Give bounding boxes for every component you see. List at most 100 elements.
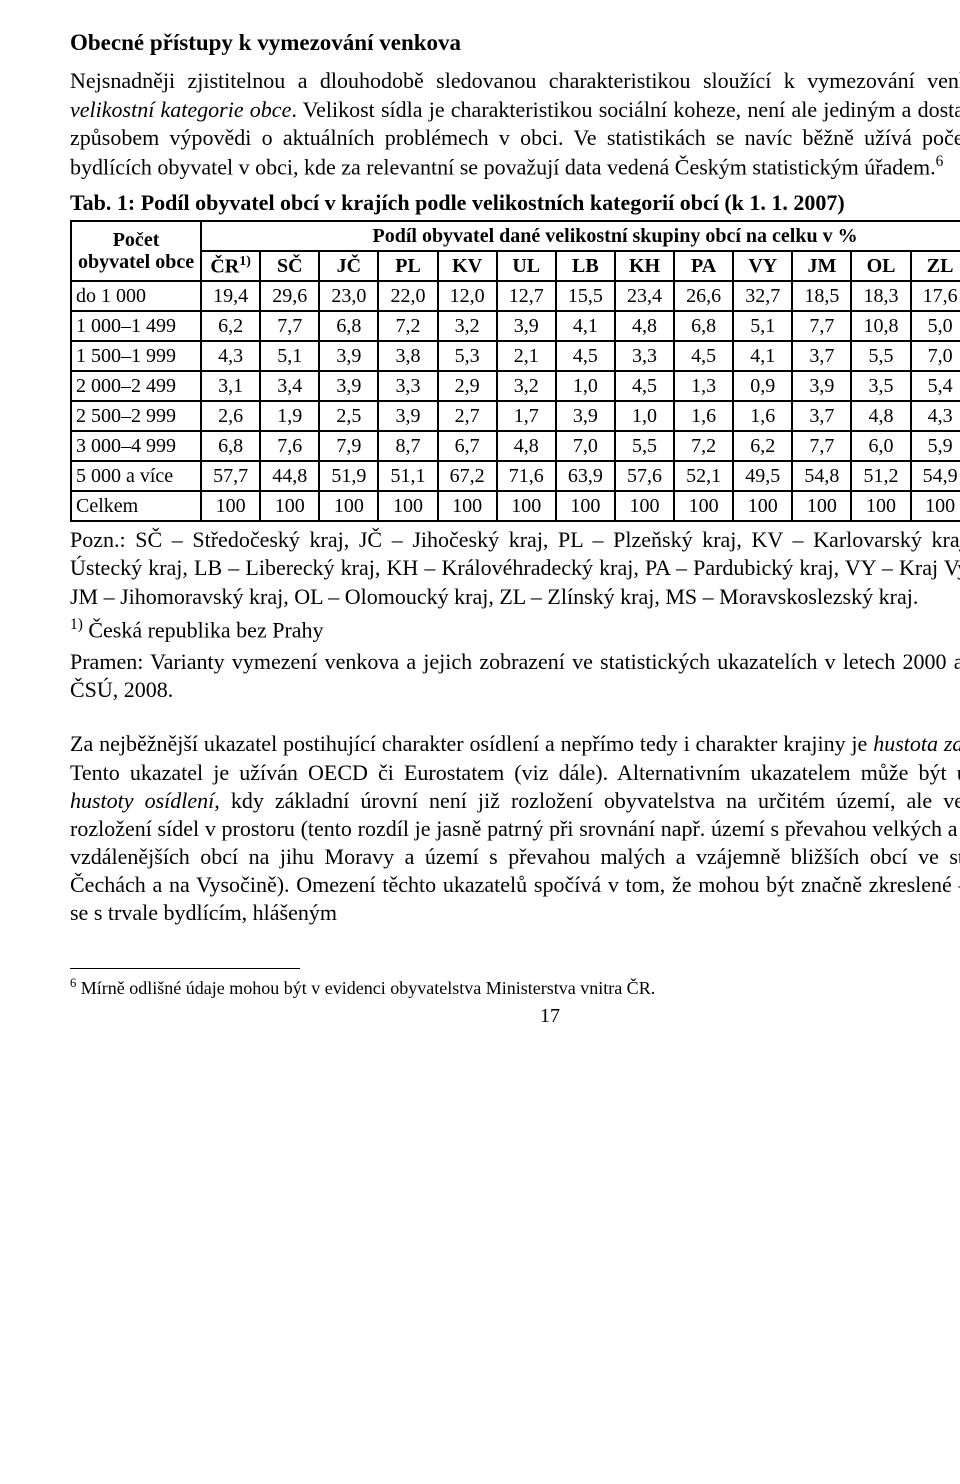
cell: 100 <box>556 491 615 521</box>
cell: 6,0 <box>851 431 910 461</box>
cell: 63,9 <box>556 461 615 491</box>
row-label: do 1 000 <box>71 281 201 311</box>
fn-txt: Mírně odlišné údaje mohou být v evidenci… <box>76 978 655 998</box>
cell: 5,1 <box>260 341 319 371</box>
cell: 4,1 <box>556 311 615 341</box>
table-row: 2 000–2 4993,13,43,93,32,93,21,04,51,30,… <box>71 371 960 401</box>
cell: 3,9 <box>378 401 437 431</box>
cell: 2,9 <box>438 371 497 401</box>
table-row: Celkem1001001001001001001001001001001001… <box>71 491 960 521</box>
table-note-source: Pramen: Varianty vymezení venkova a jeji… <box>70 648 960 704</box>
table-row: 1 000–1 4996,27,76,87,23,23,94,14,86,85,… <box>71 311 960 341</box>
cell: 100 <box>911 491 960 521</box>
cell: 17,6 <box>911 281 960 311</box>
col-jm: JM <box>792 251 851 282</box>
cell: 5,4 <box>911 371 960 401</box>
cell: 100 <box>792 491 851 521</box>
cell: 3,9 <box>319 371 378 401</box>
cell: 4,5 <box>556 341 615 371</box>
table-hdr-row-1: Počet obyvatel obce Podíl obyvatel dané … <box>71 221 960 251</box>
cell: 32,7 <box>733 281 792 311</box>
cell: 6,8 <box>201 431 260 461</box>
table-row: 5 000 a více57,744,851,951,167,271,663,9… <box>71 461 960 491</box>
cell: 15,5 <box>556 281 615 311</box>
cell: 1,0 <box>615 401 674 431</box>
cell: 5,1 <box>733 311 792 341</box>
paragraph-1: Nejsnadněji zjistitelnou a dlouhodobě sl… <box>70 67 960 181</box>
note-b-txt: Česká republika bez Prahy <box>83 617 324 642</box>
col-kv: KV <box>438 251 497 282</box>
table-row: 1 500–1 9994,35,13,93,85,32,14,53,34,54,… <box>71 341 960 371</box>
row-label: 1 000–1 499 <box>71 311 201 341</box>
cell: 2,1 <box>497 341 556 371</box>
cell: 12,0 <box>438 281 497 311</box>
cell: 1,7 <box>497 401 556 431</box>
cell: 4,3 <box>911 401 960 431</box>
cell: 100 <box>674 491 733 521</box>
cell: 3,7 <box>792 341 851 371</box>
col-lb: LB <box>556 251 615 282</box>
row-label: Celkem <box>71 491 201 521</box>
cell: 100 <box>497 491 556 521</box>
cell: 6,7 <box>438 431 497 461</box>
cell: 1,3 <box>674 371 733 401</box>
cell: 18,5 <box>792 281 851 311</box>
cell: 7,2 <box>378 311 437 341</box>
cell: 100 <box>438 491 497 521</box>
hdr-span: Podíl obyvatel dané velikostní skupiny o… <box>201 221 960 251</box>
p2-a: Za nejběžnější ukazatel postihující char… <box>70 731 873 756</box>
cell: 1,6 <box>674 401 733 431</box>
cell: 19,4 <box>201 281 260 311</box>
cell: 1,6 <box>733 401 792 431</box>
col-cr-txt: ČR <box>210 255 239 277</box>
cell: 4,8 <box>615 311 674 341</box>
cell: 4,3 <box>201 341 260 371</box>
table-row: do 1 00019,429,623,022,012,012,715,523,4… <box>71 281 960 311</box>
footnote-6: 6 Mírně odlišné údaje mohou být v eviden… <box>70 975 960 1000</box>
cell: 2,6 <box>201 401 260 431</box>
table-row: 3 000–4 9996,87,67,98,76,74,87,05,57,26,… <box>71 431 960 461</box>
col-pl: PL <box>378 251 437 282</box>
p2-b-em: hustota zalidnění <box>873 731 960 756</box>
cell: 3,9 <box>792 371 851 401</box>
p1-sup: 6 <box>936 153 944 170</box>
col-ul: UL <box>497 251 556 282</box>
cell: 3,1 <box>201 371 260 401</box>
row-label: 3 000–4 999 <box>71 431 201 461</box>
cell: 3,2 <box>438 311 497 341</box>
hdr-rowlabel: Počet obyvatel obce <box>71 221 201 282</box>
cell: 1,9 <box>260 401 319 431</box>
cell: 23,0 <box>319 281 378 311</box>
table-note-cr: 1) Česká republika bez Prahy <box>70 615 960 644</box>
cell: 51,9 <box>319 461 378 491</box>
table-note-regions: Pozn.: SČ – Středočeský kraj, JČ – Jihoč… <box>70 526 960 610</box>
page-number: 17 <box>70 1004 960 1030</box>
table-hdr-row-2: ČR1) SČ JČ PL KV UL LB KH PA VY JM OL ZL… <box>71 251 960 282</box>
col-cr-sup: 1) <box>239 254 251 269</box>
cell: 100 <box>201 491 260 521</box>
cell: 18,3 <box>851 281 910 311</box>
cell: 26,6 <box>674 281 733 311</box>
col-sc: SČ <box>260 251 319 282</box>
cell: 3,8 <box>378 341 437 371</box>
cell: 52,1 <box>674 461 733 491</box>
cell: 4,8 <box>851 401 910 431</box>
cell: 3,3 <box>615 341 674 371</box>
cell: 57,7 <box>201 461 260 491</box>
cell: 67,2 <box>438 461 497 491</box>
cell: 6,2 <box>201 311 260 341</box>
cell: 3,3 <box>378 371 437 401</box>
col-pa: PA <box>674 251 733 282</box>
cell: 7,7 <box>260 311 319 341</box>
cell: 5,9 <box>911 431 960 461</box>
cell: 100 <box>378 491 437 521</box>
cell: 7,7 <box>792 311 851 341</box>
cell: 3,4 <box>260 371 319 401</box>
col-ol: OL <box>851 251 910 282</box>
p1-emph: velikostní kategorie obce <box>70 97 291 122</box>
cell: 12,7 <box>497 281 556 311</box>
cell: 3,5 <box>851 371 910 401</box>
col-vy: VY <box>733 251 792 282</box>
section-heading: Obecné přístupy k vymezování venkova <box>70 28 960 57</box>
cell: 1,0 <box>556 371 615 401</box>
